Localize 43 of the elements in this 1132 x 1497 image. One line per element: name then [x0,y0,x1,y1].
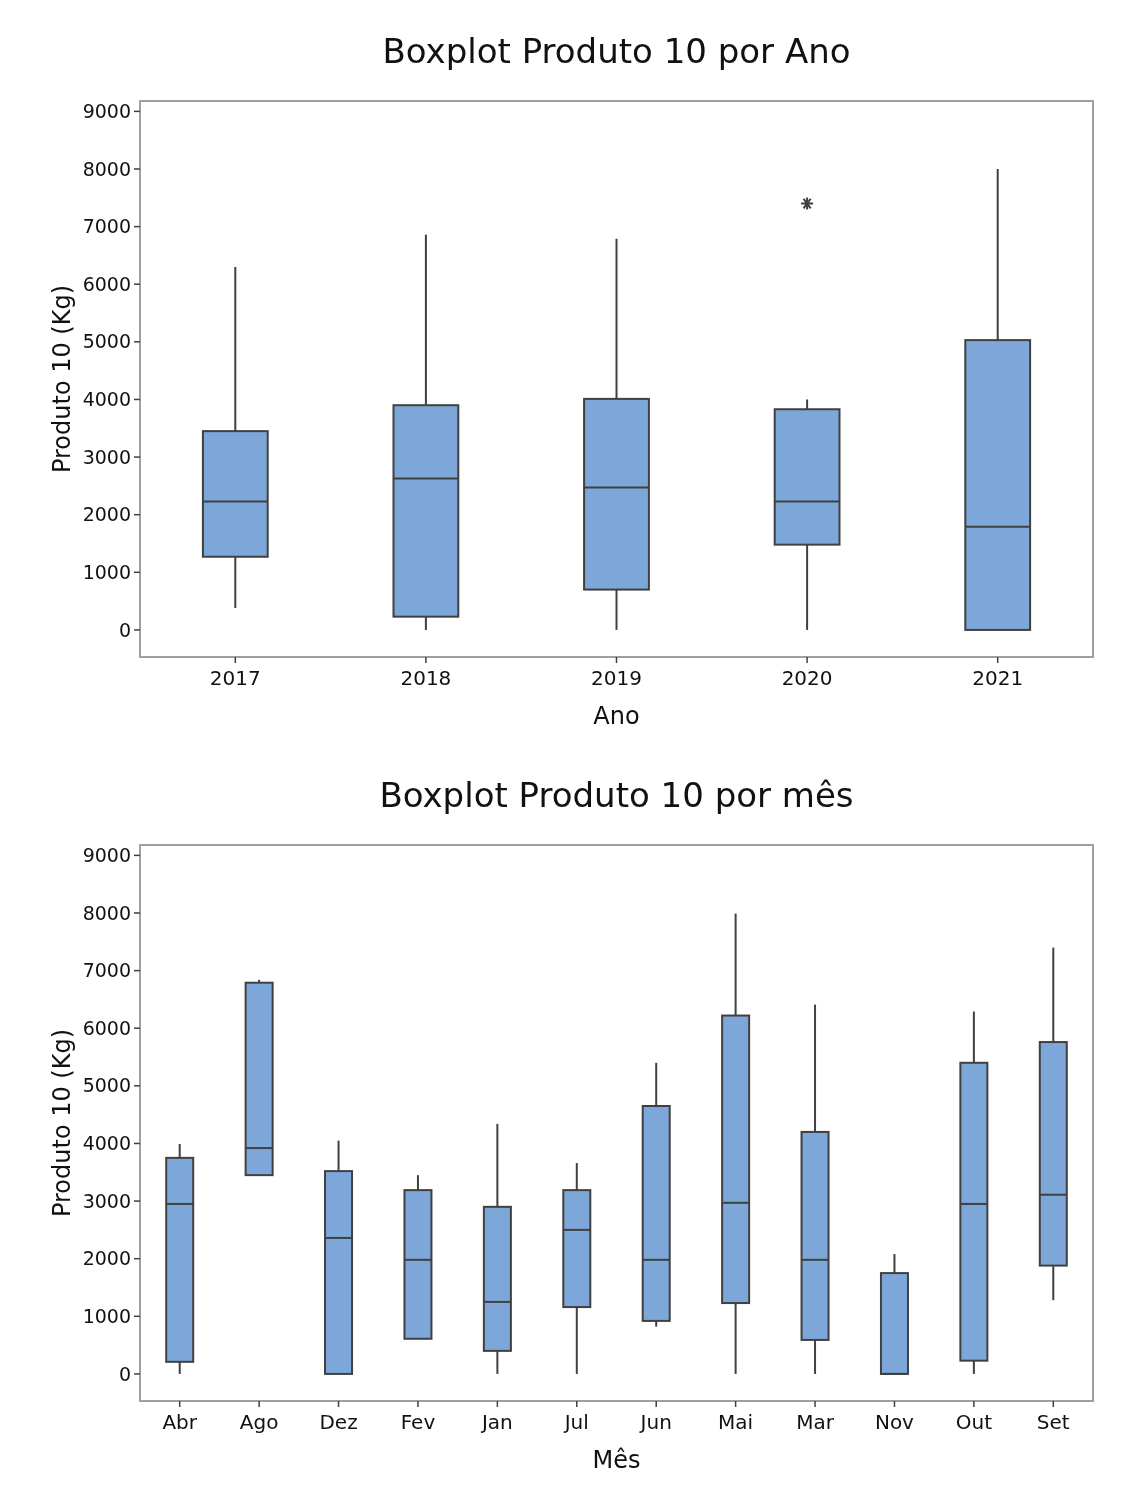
y-tick-label: 5000 [82,1074,131,1097]
x-tick-label: Mar [796,1410,835,1434]
x-tick-label: 2017 [209,666,261,690]
x-tick-label: Jan [479,1410,513,1434]
y-tick-label: 9000 [82,844,131,867]
chart-title: Boxplot Produto 10 por mês [379,775,854,815]
y-tick-label: 2000 [82,1247,131,1270]
y-tick-label: 0 [118,1362,131,1385]
y-tick-label: 4000 [82,388,131,411]
y-tick-label: 4000 [82,1132,131,1155]
x-tick-label: Abr [162,1410,198,1434]
x-tick-label: Dez [319,1410,358,1434]
y-tick-label: 1000 [82,560,131,583]
y-axis-title: Produto 10 (Kg) [48,1028,76,1218]
y-tick-label: 1000 [82,1304,131,1327]
x-tick-label: 2021 [972,666,1024,690]
y-tick-label: 8000 [82,901,131,924]
x-tick-label: Mai [718,1410,754,1434]
y-axis-title: Produto 10 (Kg) [48,284,76,474]
y-tick-label: 7000 [82,959,131,982]
x-axis-title: Ano [593,702,640,730]
x-tick-label: Out [955,1410,993,1434]
y-tick-label: 9000 [82,100,131,123]
x-tick-label: Nov [874,1410,915,1434]
y-tick-label: 6000 [82,272,131,295]
x-tick-label: Set [1036,1410,1070,1434]
x-tick-label: 2018 [400,666,452,690]
x-axis-title: Mês [592,1446,641,1474]
chart-title: Boxplot Produto 10 por Ano [382,31,851,71]
x-tick-label: Ago [239,1410,279,1434]
y-tick-label: 6000 [82,1016,131,1039]
x-tick-label: 2019 [591,666,642,690]
y-tick-label: 3000 [82,445,131,468]
x-tick-label: Jul [562,1410,589,1434]
x-tick-label: Jun [638,1410,672,1434]
y-tick-label: 7000 [82,215,131,238]
y-tick-label: 8000 [82,157,131,180]
y-tick-label: 2000 [82,503,131,526]
x-tick-label: 2020 [781,666,833,690]
y-tick-label: 0 [118,618,131,641]
x-tick-label: Fev [400,1410,436,1434]
y-tick-label: 5000 [82,330,131,353]
y-tick-label: 3000 [82,1189,131,1212]
